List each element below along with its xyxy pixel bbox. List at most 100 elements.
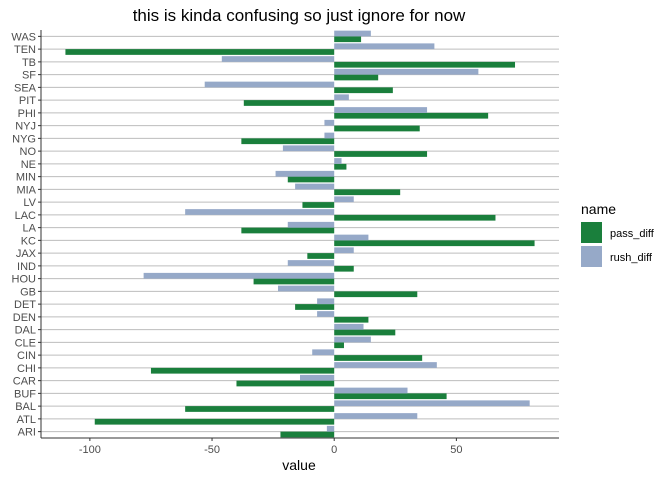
y-tick-label: NO — [20, 146, 37, 158]
x-tick-label: 50 — [450, 444, 462, 456]
bar-rush_diff-BAL — [334, 400, 530, 407]
bar-pass_diff-LA — [241, 227, 335, 234]
x-tick-label: -100 — [79, 444, 101, 456]
bar-pass_diff-SEA — [334, 87, 393, 94]
bar-rush_diff-PIT — [334, 94, 349, 101]
bar-rush_diff-CIN — [312, 349, 335, 356]
y-tick-label: IND — [17, 261, 36, 273]
bar-pass_diff-NO — [334, 151, 428, 157]
x-tick-label: -50 — [204, 444, 220, 456]
bar-pass_diff-LAC — [334, 214, 496, 221]
y-tick-label: CLE — [15, 337, 36, 349]
bar-pass_diff-KC — [334, 240, 535, 247]
bar-rush_diff-BUF — [334, 387, 408, 394]
legend-swatch-pass_diff — [581, 222, 602, 243]
bar-rush_diff-NE — [334, 158, 342, 164]
bar-rush_diff-CHI — [334, 362, 437, 368]
y-tick-label: DAL — [15, 325, 36, 337]
legend-label-rush_diff: rush_diff — [610, 252, 653, 264]
y-tick-label: LV — [23, 197, 36, 209]
bar-rush_diff-JAX — [334, 247, 354, 254]
legend-title: name — [581, 201, 616, 217]
y-tick-label: WAS — [11, 31, 36, 43]
y-tick-label: CIN — [17, 350, 36, 362]
y-tick-label: HOU — [12, 274, 37, 286]
bar-rush_diff-DET — [317, 298, 335, 305]
bar-pass_diff-CLE — [334, 342, 344, 349]
y-tick-label: NYG — [12, 133, 36, 145]
bar-rush_diff-PHI — [334, 107, 428, 113]
y-tick-label: SF — [22, 70, 36, 82]
y-tick-label: BUF — [14, 388, 36, 400]
bar-rush_diff-DAL — [334, 323, 364, 330]
y-tick-label: CAR — [13, 376, 36, 388]
legend-label-pass_diff: pass_diff — [610, 228, 655, 240]
x-tick-label: 0 — [331, 444, 337, 456]
bar-rush_diff-NO — [282, 145, 335, 152]
y-tick-label: LA — [23, 223, 37, 235]
bar-pass_diff-ARI — [280, 431, 335, 438]
bar-rush_diff-ARI — [326, 425, 335, 432]
bar-rush_diff-WAS — [334, 30, 371, 37]
bar-rush_diff-IND — [287, 260, 335, 266]
axes — [38, 30, 559, 441]
bar-pass_diff-TEN — [65, 49, 335, 55]
y-tick-label: NE — [21, 159, 36, 171]
x-axis-label: value — [282, 457, 316, 473]
chart-title: this is kinda confusing so just ignore f… — [133, 6, 466, 25]
bar-pass_diff-NYJ — [334, 125, 420, 132]
bar-pass_diff-CIN — [334, 355, 423, 361]
bar-rush_diff-MIN — [275, 170, 335, 177]
bar-pass_diff-NYG — [241, 138, 335, 145]
bar-pass_diff-LV — [302, 202, 335, 208]
bar-rush_diff-MIA — [295, 183, 335, 190]
legend: name pass_diff rush_diff — [581, 201, 655, 267]
bar-pass_diff-CHI — [150, 367, 335, 374]
y-tick-label: JAX — [16, 248, 37, 260]
y-tick-label: DET — [14, 299, 36, 311]
y-tick-labels: ARIATLBALBUFCARCHICINCLEDALDENDETGBHOUIN… — [11, 31, 36, 438]
y-tick-label: PHI — [18, 108, 36, 120]
y-tick-label: DEN — [13, 312, 36, 324]
bar-pass_diff-WAS — [334, 36, 362, 43]
bar-rush_diff-CAR — [300, 374, 335, 381]
bar-rush_diff-HOU — [143, 272, 335, 279]
bar-rush_diff-LA — [287, 221, 335, 228]
bar-rush_diff-DEN — [317, 311, 335, 317]
bar-pass_diff-MIN — [287, 176, 335, 183]
bar-rush_diff-LAC — [185, 209, 335, 215]
bar-pass_diff-BUF — [334, 393, 447, 400]
bar-pass_diff-PHI — [334, 112, 489, 119]
bar-pass_diff-HOU — [253, 278, 335, 285]
y-tick-label: CHI — [17, 363, 36, 375]
bar-pass_diff-TB — [334, 61, 516, 68]
bar-rush_diff-GB — [278, 285, 335, 292]
bar-pass_diff-BAL — [185, 406, 335, 412]
y-tick-label: BAL — [15, 401, 36, 413]
bar-rush_diff-KC — [334, 234, 369, 241]
bar-pass_diff-DET — [295, 304, 335, 310]
bar-rush_diff-NYJ — [324, 119, 335, 126]
bar-rush_diff-TB — [221, 56, 335, 62]
y-tick-label: KC — [21, 235, 36, 247]
bar-pass_diff-IND — [334, 265, 354, 272]
bar-pass_diff-JAX — [307, 253, 335, 259]
y-tick-label: MIN — [16, 172, 36, 184]
y-tick-label: ARI — [18, 427, 36, 439]
bar-pass_diff-MIA — [334, 189, 401, 196]
bar-pass_diff-DAL — [334, 329, 396, 336]
y-tick-label: TB — [22, 57, 36, 69]
y-tick-label: SEA — [14, 82, 37, 94]
bars — [65, 30, 535, 438]
bar-pass_diff-SF — [334, 74, 379, 81]
bar-rush_diff-SEA — [204, 81, 335, 88]
bar-rush_diff-LV — [334, 196, 354, 203]
bar-pass_diff-GB — [334, 291, 418, 298]
y-tick-label: GB — [20, 286, 36, 298]
y-tick-label: LAC — [15, 210, 36, 222]
bar-pass_diff-NE — [334, 163, 347, 170]
bar-pass_diff-PIT — [243, 100, 335, 106]
bar-rush_diff-NYG — [324, 132, 335, 139]
bar-pass_diff-CAR — [236, 380, 335, 387]
